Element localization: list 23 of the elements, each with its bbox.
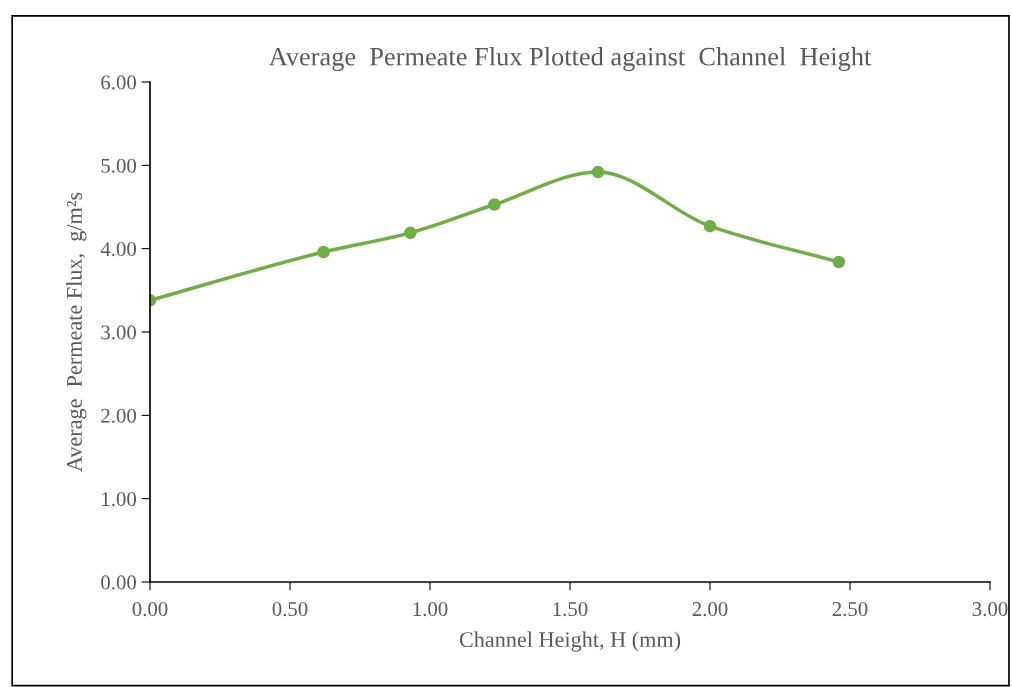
x-tick-label: 0.50 xyxy=(272,602,308,617)
x-tick-label: 2.50 xyxy=(832,602,868,617)
point xyxy=(832,255,846,269)
x-tick-label: 0.00 xyxy=(132,602,168,617)
x-tick-label: 1.50 xyxy=(553,602,588,617)
x-axis-title: Channel Height, H (mm) xyxy=(459,631,681,652)
y-tick-label: 2.00 xyxy=(101,408,137,423)
point xyxy=(488,198,501,211)
y-tick-label: 5.00 xyxy=(101,158,137,173)
y-tick-label: 0.00 xyxy=(101,575,137,590)
y-tick-label: 1.00 xyxy=(102,492,137,507)
point xyxy=(317,245,330,259)
chart-title: Average Permeate Flux Plotted against Channel Height xyxy=(268,47,872,72)
x-tick-label: 3.00 xyxy=(972,602,1008,617)
y-tick-label: 3.00 xyxy=(101,325,137,340)
y-axis-title: Average Permeate Flux, g/m²s xyxy=(66,192,87,472)
point xyxy=(404,226,417,240)
x-tick-label: 1.00 xyxy=(413,602,448,617)
y-tick-label: 6.00 xyxy=(101,75,137,90)
point xyxy=(703,219,717,233)
x-tick-label: 2.00 xyxy=(692,602,728,617)
point xyxy=(591,165,605,179)
y-tick-label: 4.00 xyxy=(100,242,137,257)
